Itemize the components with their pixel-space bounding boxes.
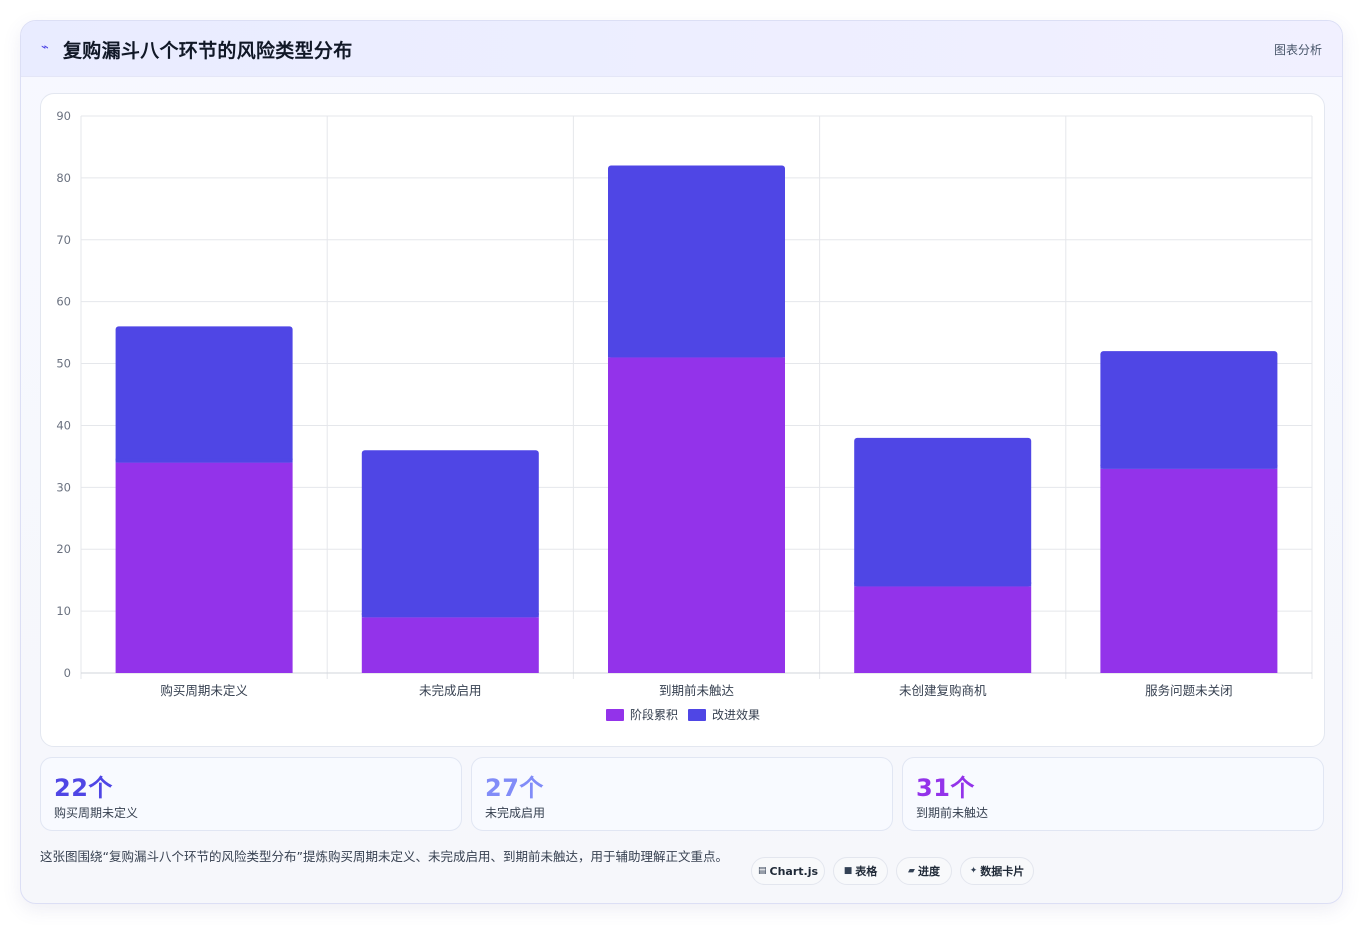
legend-swatch xyxy=(688,709,706,721)
y-tick-label: 40 xyxy=(56,418,71,432)
chip-label: Chart.js xyxy=(769,864,819,878)
y-tick-label: 80 xyxy=(56,171,71,185)
bar-stage-cumulative xyxy=(854,586,1032,673)
chart-analysis-tag: 图表分析 xyxy=(1273,43,1322,57)
bar-stage-cumulative xyxy=(361,617,539,673)
y-tick-label: 30 xyxy=(56,480,71,494)
bar-stage-cumulative xyxy=(608,357,785,673)
table-icon: ■ xyxy=(843,866,853,876)
chart-card: ⌁ 复购漏斗八个环节的风险类型分布 图表分析 0 10 20 30 40 50 60 70 80… xyxy=(20,20,1343,904)
bar-improvement xyxy=(361,450,539,618)
x-tick-label: 购买周期未定义 xyxy=(160,683,248,698)
chip-progress[interactable]: ▰ 进度 xyxy=(896,857,952,885)
stat-value: 22个 xyxy=(54,774,113,802)
chart-panel: 0 10 20 30 40 50 60 70 80 90 购买周期未定义 未完成启用 到期前未触达 未创建… xyxy=(40,93,1325,747)
sparkle-icon: ✦ xyxy=(969,866,978,876)
chart-icon: ▤ xyxy=(757,866,767,876)
chip-table[interactable]: ■ 表格 xyxy=(833,857,888,885)
x-tick-label: 到期前未触达 xyxy=(659,683,735,698)
stat-card-1: 22个 购买周期未定义 xyxy=(40,757,462,831)
bar-corner-fill xyxy=(608,353,785,358)
bar-corner-fill xyxy=(1100,464,1278,469)
bar-improvement xyxy=(608,165,785,358)
bar-corner-fill xyxy=(361,613,539,618)
bar-improvement xyxy=(854,437,1032,587)
progress-icon: ▰ xyxy=(908,866,915,876)
chip-data-card[interactable]: ✦ 数据卡片 xyxy=(960,857,1034,885)
stat-value: 27个 xyxy=(485,774,544,802)
legend-label: 阶段累积 xyxy=(630,707,678,722)
x-tick-label: 未完成启用 xyxy=(419,683,482,698)
stat-value: 31个 xyxy=(916,774,975,802)
chart-summary: 这张图围绕“复购漏斗八个环节的风险类型分布”提炼购买周期未定义、未完成启用、到期… xyxy=(40,849,728,864)
stacked-bar-chart: 0 10 20 30 40 50 60 70 80 90 购买周期未定义 未完成启用 到期前未触达 未创建… xyxy=(56,109,1313,722)
y-tick-label: 10 xyxy=(56,604,71,618)
x-tick-label: 服务问题未关闭 xyxy=(1145,683,1233,698)
x-tick-label: 未创建复购商机 xyxy=(899,683,987,698)
y-tick-label: 90 xyxy=(56,109,71,123)
stat-label: 未完成启用 xyxy=(485,806,546,820)
legend-label: 改进效果 xyxy=(712,707,760,722)
y-tick-label: 50 xyxy=(56,357,71,371)
y-tick-label: 0 xyxy=(64,666,71,680)
y-tick-label: 70 xyxy=(56,233,71,247)
bar-corner-fill xyxy=(854,582,1032,587)
y-tick-label: 20 xyxy=(56,542,71,556)
chip-label: 数据卡片 xyxy=(980,865,1025,878)
legend-swatch xyxy=(606,709,624,721)
bar-improvement xyxy=(1100,351,1278,469)
chip-label: 进度 xyxy=(917,865,940,878)
stat-label: 到期前未触达 xyxy=(916,806,989,820)
bar-stage-cumulative xyxy=(1100,468,1278,673)
chip-label: 表格 xyxy=(855,865,878,878)
card-header: ⌁ 复购漏斗八个环节的风险类型分布 图表分析 xyxy=(21,21,1342,77)
chip-chartjs[interactable]: ▤ Chart.js xyxy=(751,857,825,885)
bar-corner-fill xyxy=(115,458,293,463)
chart-trend-icon: ⌁ xyxy=(41,40,49,55)
stat-card-3: 31个 到期前未触达 xyxy=(902,757,1324,831)
stat-card-2: 27个 未完成启用 xyxy=(471,757,893,831)
stat-label: 购买周期未定义 xyxy=(54,806,139,820)
bar-stage-cumulative xyxy=(115,462,293,673)
card-title: 复购漏斗八个环节的风险类型分布 xyxy=(63,40,353,62)
bar-improvement xyxy=(115,326,293,463)
y-tick-label: 60 xyxy=(56,295,71,309)
